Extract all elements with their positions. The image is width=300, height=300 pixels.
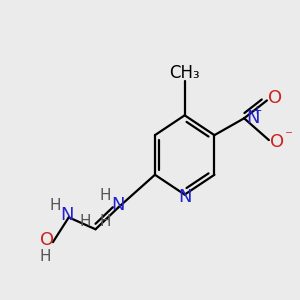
Text: O: O	[40, 231, 54, 249]
Text: ⁻: ⁻	[285, 128, 293, 142]
Text: CH₃: CH₃	[169, 64, 200, 82]
Text: N: N	[112, 196, 125, 214]
Text: H: H	[100, 188, 111, 203]
Text: O: O	[268, 89, 282, 107]
Text: H: H	[80, 214, 92, 229]
Text: N: N	[246, 109, 260, 127]
Text: N: N	[60, 206, 74, 224]
Text: H: H	[100, 214, 111, 229]
Text: H: H	[49, 198, 61, 213]
Text: H: H	[39, 248, 51, 263]
Text: N: N	[178, 188, 191, 206]
Text: +: +	[252, 104, 262, 117]
Text: O: O	[270, 133, 284, 151]
